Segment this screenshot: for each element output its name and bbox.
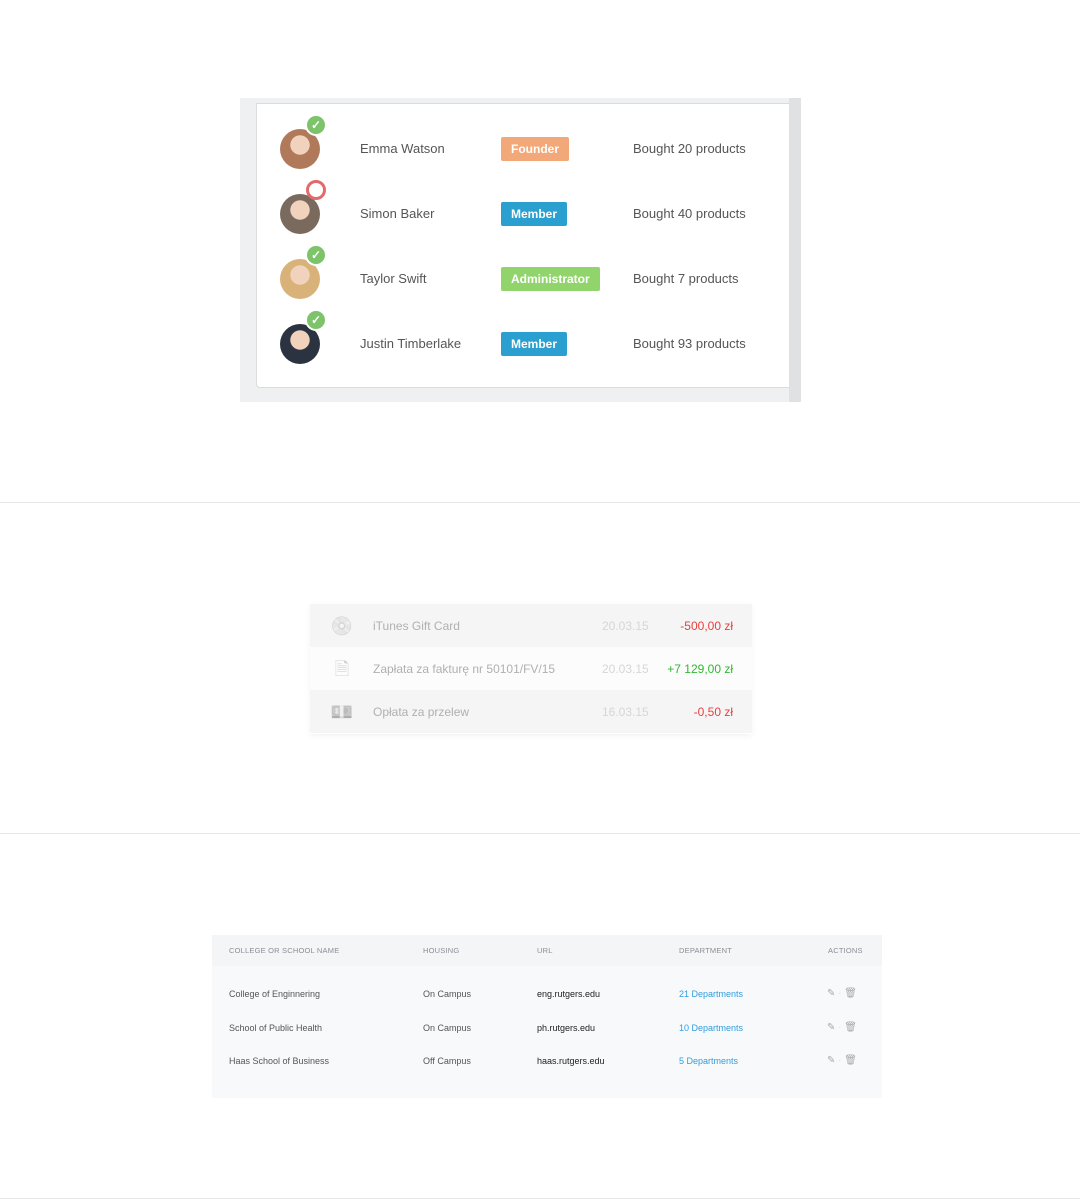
purchase-count: Bought 40 products [633,206,746,221]
section-divider [0,502,1080,503]
trash-icon[interactable]: 🗑 [844,1055,857,1066]
school-url[interactable]: eng.rutgers.edu [537,989,601,999]
online-check-icon: ✓ [305,114,327,136]
table-header: COLLEGE OR SCHOOL NAME HOUSING URL DEPAR… [212,935,882,966]
document-icon: 🗎 [334,659,350,679]
user-name: Taylor Swift [360,271,427,286]
transaction-row[interactable]: 💵 Opłata za przelew 16.03.15 -0,50 zł [310,690,752,733]
school-name: College of Enginnering [229,989,321,999]
transaction-description: Zapłata za fakturę nr 50101/FV/15 [373,662,556,676]
edit-pencil-icon[interactable]: ✎ [827,1055,836,1066]
role-badge: Administrator [501,267,600,291]
transaction-amount: -0,50 zł [693,705,733,719]
user-name: Justin Timberlake [360,336,462,351]
offline-status-icon [306,180,326,200]
section-divider [0,833,1080,834]
transaction-amount: +7 129,00 zł [667,662,733,676]
role-badge: Member [501,332,568,356]
separator: · [838,1021,842,1033]
school-name: Haas School of Business [229,1056,330,1066]
housing: On Campus [423,989,472,999]
user-list-card: ✓ Emma Watson Founder Bought 20 products… [256,103,789,388]
table-row: College of Enginnering On Campus eng.rut… [212,988,882,1009]
edit-pencil-icon[interactable]: ✎ [827,988,836,999]
transactions-list: 💿 iTunes Gift Card 20.03.15 -500,00 zł 🗎 … [310,604,752,734]
header-department[interactable]: DEPARTMENT [679,946,732,955]
schools-table: COLLEGE OR SCHOOL NAME HOUSING URL DEPAR… [212,935,882,1098]
school-name: School of Public Health [229,1022,323,1033]
table-row: School of Public Health On Campus ph.rut… [212,1022,882,1043]
transaction-date: 20.03.15 [602,662,649,676]
school-url[interactable]: haas.rutgers.edu [537,1056,605,1066]
scroll-shadow [789,98,801,402]
housing: On Campus [423,1022,472,1033]
table-row: Haas School of Business Off Campus haas.… [212,1055,882,1076]
header-name[interactable]: COLLEGE OR SCHOOL NAME [229,946,340,955]
user-name: Emma Watson [360,141,445,156]
transaction-amount: -500,00 zł [680,619,733,633]
purchase-count: Bought 7 products [633,271,739,286]
separator: · [838,1055,842,1066]
purchase-count: Bought 20 products [633,141,746,156]
header-actions: ACTIONS [828,946,863,955]
transaction-description: Opłata za przelew [373,705,470,719]
purchase-count: Bought 93 products [633,336,746,351]
user-row[interactable]: ✓ Justin Timberlake Member Bought 93 pro… [257,309,790,369]
departments-link[interactable]: 10 Departments [679,1022,744,1033]
avatar [280,194,320,234]
role-badge: Founder [501,137,569,161]
row-actions: ✎ · 🗑 [827,1022,857,1033]
header-url[interactable]: URL [537,946,553,955]
departments-link[interactable]: 5 Departments [679,1056,739,1066]
trash-icon[interactable]: 🗑 [844,1021,857,1033]
school-url[interactable]: ph.rutgers.edu [537,1022,596,1033]
edit-pencil-icon[interactable]: ✎ [827,1021,836,1033]
user-row[interactable]: ✓ Taylor Swift Administrator Bought 7 pr… [257,244,790,304]
trash-icon[interactable]: 🗑 [844,988,857,999]
music-disc-icon: 💿 [330,616,354,636]
user-row[interactable]: Simon Baker Member Bought 40 products [257,180,790,239]
online-check-icon: ✓ [305,244,327,266]
departments-link[interactable]: 21 Departments [679,989,744,999]
transaction-row[interactable]: 🗎 Zapłata za fakturę nr 50101/FV/15 20.0… [310,647,752,690]
separator: · [838,988,842,999]
row-actions: ✎ · 🗑 [827,988,857,999]
role-badge: Member [501,202,568,226]
user-name: Simon Baker [360,206,435,221]
transaction-date: 20.03.15 [602,619,649,633]
money-icon: 💵 [330,702,354,722]
user-row[interactable]: ✓ Emma Watson Founder Bought 20 products [257,114,790,174]
housing: Off Campus [423,1056,471,1066]
transaction-date: 16.03.15 [602,705,649,719]
online-check-icon: ✓ [305,309,327,331]
transaction-row[interactable]: 💿 iTunes Gift Card 20.03.15 -500,00 zł [310,604,752,647]
transaction-description: iTunes Gift Card [373,619,460,633]
header-housing[interactable]: HOUSING [423,946,460,955]
user-list-panel: ✓ Emma Watson Founder Bought 20 products… [240,98,801,402]
row-actions: ✎ · 🗑 [827,1055,857,1066]
section-divider [0,1198,1080,1199]
